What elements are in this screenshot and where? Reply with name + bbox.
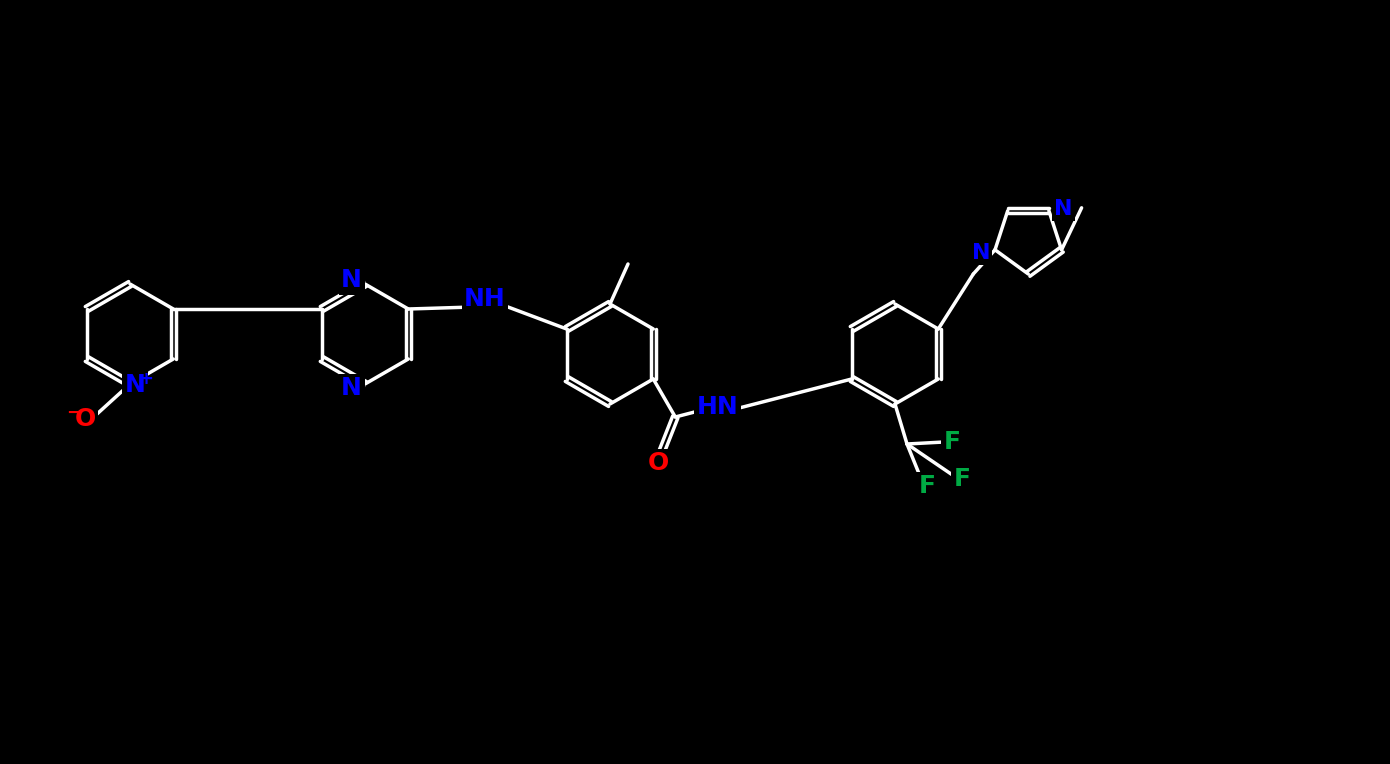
Text: N: N [972, 243, 990, 263]
Text: HN: HN [696, 395, 738, 419]
Text: F: F [919, 474, 935, 498]
Text: −: − [67, 404, 82, 422]
Text: O: O [75, 407, 96, 431]
Text: F: F [954, 467, 970, 491]
Text: N: N [341, 376, 361, 400]
Text: N: N [1054, 199, 1072, 219]
Text: N: N [125, 373, 146, 397]
Text: +: + [138, 370, 153, 388]
Text: F: F [944, 430, 960, 454]
Text: NH: NH [464, 287, 506, 311]
Text: O: O [648, 451, 669, 475]
Text: N: N [341, 268, 361, 292]
